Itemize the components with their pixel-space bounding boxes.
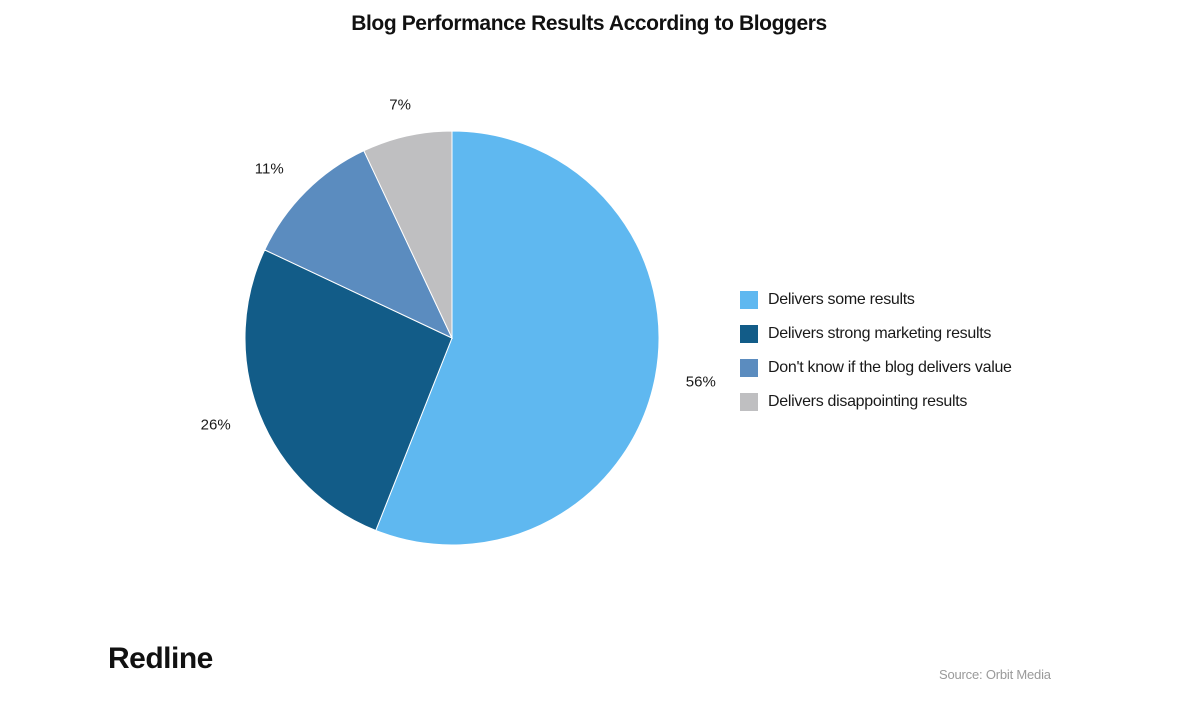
pie-slice (264, 150, 454, 340)
brand-logo: Redline (108, 642, 213, 675)
legend-item: Delivers disappointing results (740, 385, 1012, 419)
legend-swatch (740, 393, 758, 411)
slice-value-label: 56% (686, 374, 716, 391)
slice-labels: 56% 26% 11% 7% (201, 97, 716, 434)
pie-slice (363, 130, 453, 339)
legend-swatch (740, 325, 758, 343)
chart-title: Blog Performance Results According to Bl… (351, 12, 827, 35)
source-note: Source: Orbit Media (939, 667, 1051, 682)
legend-item: Don't know if the blog delivers value (740, 351, 1012, 385)
slice-value-label: 11% (255, 161, 284, 178)
chart-legend: Delivers some results Delivers strong ma… (740, 283, 1012, 419)
slice-value-label: 26% (201, 417, 231, 434)
legend-label: Don't know if the blog delivers value (768, 359, 1012, 376)
pie-slices (244, 130, 660, 546)
legend-label: Delivers disappointing results (768, 393, 968, 410)
legend-swatch (740, 291, 758, 309)
legend-label: Delivers strong marketing results (768, 325, 992, 342)
legend-item: Delivers strong marketing results (740, 317, 1012, 351)
pie-slice (375, 130, 660, 546)
pie-slice (244, 249, 453, 532)
legend-label: Delivers some results (768, 291, 915, 308)
slice-value-label: 7% (389, 97, 411, 114)
legend-swatch (740, 359, 758, 377)
legend-item: Delivers some results (740, 283, 1012, 317)
